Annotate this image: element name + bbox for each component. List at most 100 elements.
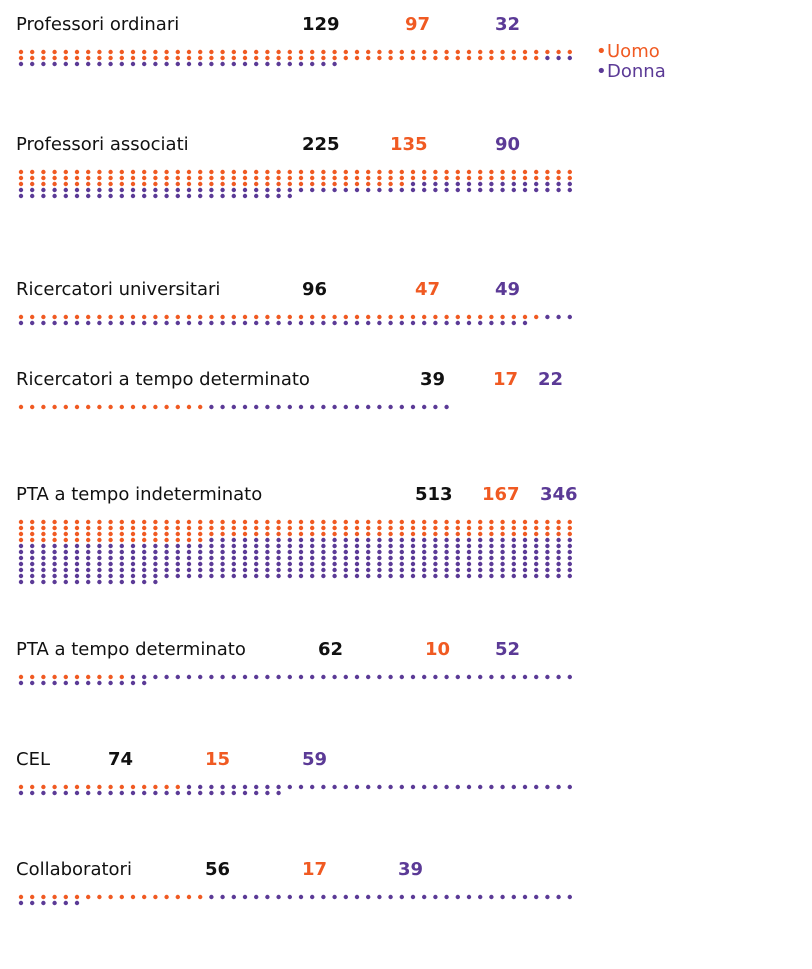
dot xyxy=(444,49,449,55)
dot xyxy=(265,561,270,567)
dot xyxy=(444,175,449,181)
dot xyxy=(343,674,348,680)
dot xyxy=(388,894,393,900)
dot xyxy=(220,567,225,573)
dot xyxy=(377,561,382,567)
dot xyxy=(108,784,113,790)
dot xyxy=(265,525,270,531)
dot xyxy=(74,579,80,585)
dot xyxy=(209,525,214,531)
dot xyxy=(567,537,572,543)
dot xyxy=(186,525,192,531)
dot xyxy=(399,674,404,680)
dot xyxy=(30,680,35,686)
dot xyxy=(455,573,460,579)
dot xyxy=(153,169,158,175)
dot xyxy=(287,549,292,555)
dot xyxy=(153,543,158,549)
dot xyxy=(164,314,169,320)
dot xyxy=(52,543,57,549)
dot xyxy=(310,573,315,579)
dot xyxy=(287,404,292,410)
dot xyxy=(567,525,572,531)
dot xyxy=(466,543,472,549)
dot xyxy=(175,175,180,181)
dot xyxy=(108,525,113,531)
dot xyxy=(545,561,550,567)
dot xyxy=(567,181,572,187)
legend-bullet: • xyxy=(596,41,607,62)
dot xyxy=(119,790,125,796)
dot xyxy=(265,49,270,55)
dot xyxy=(276,181,281,187)
dot xyxy=(231,55,236,61)
dot xyxy=(478,525,483,531)
dot xyxy=(242,404,248,410)
dot xyxy=(265,555,270,561)
dot xyxy=(242,790,248,796)
dot xyxy=(142,193,147,199)
dot xyxy=(500,573,505,579)
dot xyxy=(466,187,472,193)
dot xyxy=(567,549,572,555)
dot xyxy=(254,519,259,525)
dot xyxy=(343,181,348,187)
dot xyxy=(63,549,68,555)
dot xyxy=(500,181,505,187)
dot xyxy=(489,531,494,537)
dot xyxy=(511,537,516,543)
dot xyxy=(254,531,259,537)
dot xyxy=(209,187,214,193)
dot xyxy=(332,784,337,790)
dot xyxy=(522,55,528,61)
dot xyxy=(41,900,46,906)
dot xyxy=(63,314,68,320)
dot xyxy=(108,181,113,187)
dot xyxy=(164,181,169,187)
dot xyxy=(410,320,416,326)
dot xyxy=(242,894,248,900)
dot xyxy=(108,543,113,549)
dot xyxy=(399,519,404,525)
dot xyxy=(130,680,136,686)
dot xyxy=(489,784,494,790)
dot xyxy=(231,543,236,549)
dot xyxy=(186,573,192,579)
dot xyxy=(97,674,102,680)
dot xyxy=(478,567,483,573)
dot xyxy=(466,573,472,579)
dot xyxy=(30,567,35,573)
dot xyxy=(142,181,147,187)
dot xyxy=(478,181,483,187)
dot xyxy=(433,549,438,555)
dot xyxy=(343,404,348,410)
dot xyxy=(444,169,449,175)
dot xyxy=(153,790,158,796)
dot xyxy=(545,49,550,55)
dot xyxy=(545,537,550,543)
dot xyxy=(153,519,158,525)
dot xyxy=(142,320,147,326)
dot xyxy=(455,187,460,193)
dot xyxy=(366,169,371,175)
dot xyxy=(119,567,125,573)
dot xyxy=(287,320,292,326)
dot xyxy=(343,175,348,181)
dot xyxy=(388,181,393,187)
dot xyxy=(321,169,326,175)
dot xyxy=(556,555,561,561)
dot xyxy=(444,314,449,320)
dot xyxy=(377,537,382,543)
dot xyxy=(478,320,483,326)
dot xyxy=(500,314,505,320)
dot xyxy=(321,784,326,790)
dot xyxy=(209,573,214,579)
dot xyxy=(466,525,472,531)
value-label: 22 xyxy=(538,369,563,390)
dot xyxy=(310,61,315,67)
dot xyxy=(321,537,326,543)
dot xyxy=(74,790,80,796)
dot xyxy=(534,555,539,561)
dot xyxy=(41,579,46,585)
